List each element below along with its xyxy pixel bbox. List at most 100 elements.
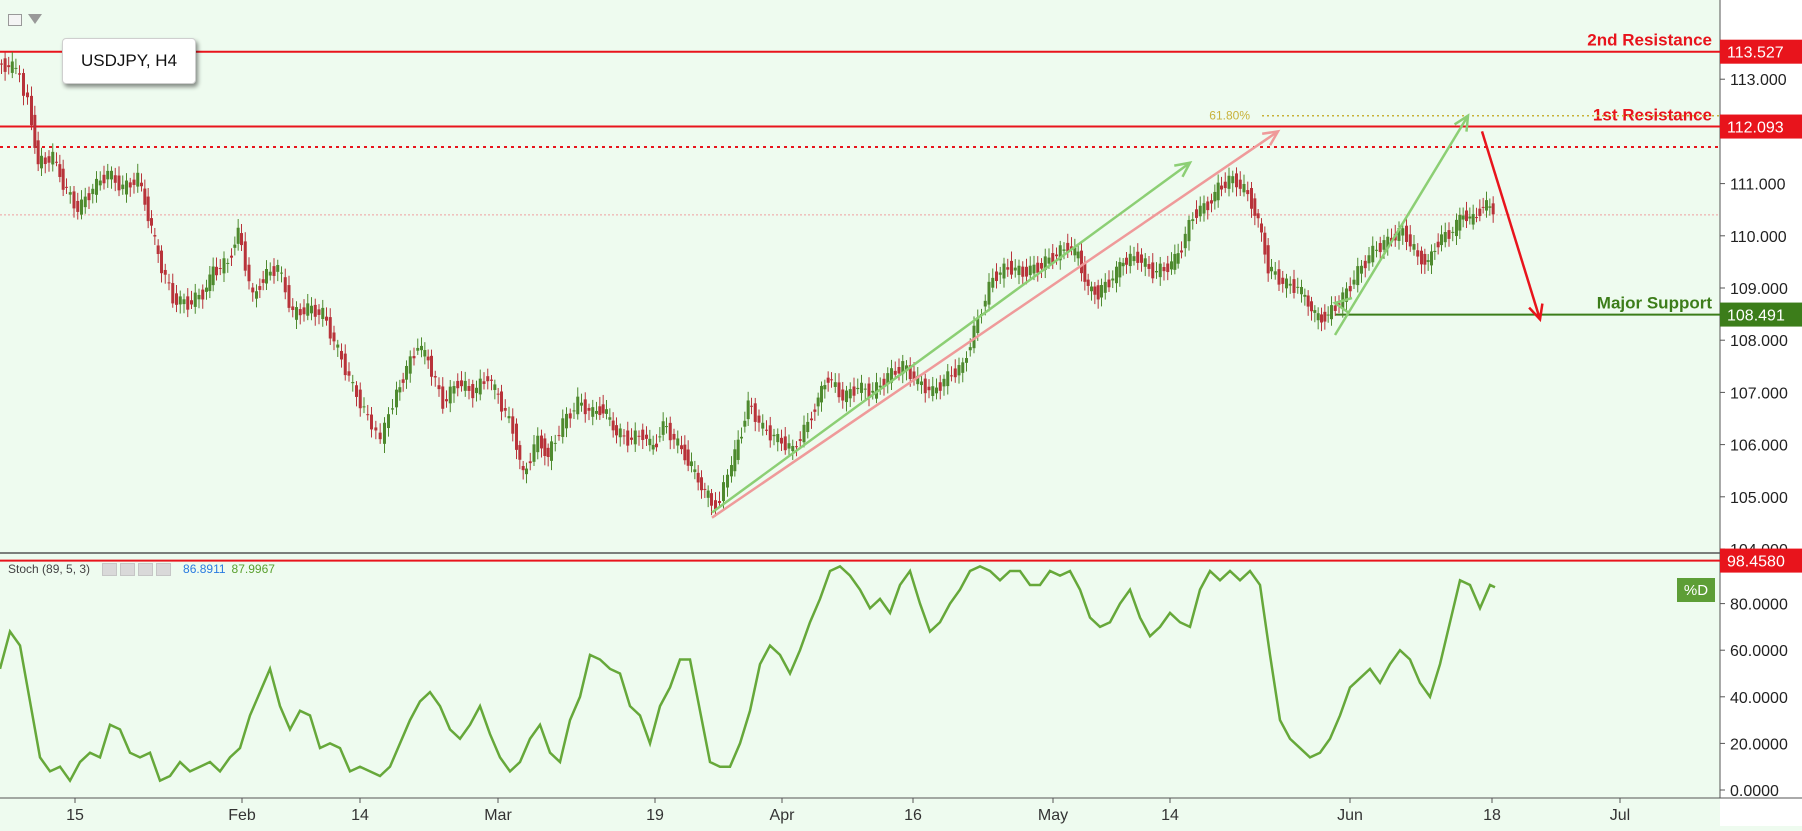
candle-body <box>1263 232 1267 255</box>
candle-body <box>61 168 65 190</box>
candle-body <box>783 436 787 451</box>
candle-body <box>1440 234 1443 246</box>
candle-body <box>1107 279 1111 288</box>
candle-body <box>841 389 845 401</box>
candle-body <box>171 283 175 304</box>
candle-body <box>1423 253 1427 265</box>
candle-body <box>197 294 201 300</box>
candle-body <box>236 227 240 244</box>
stoch-d-label: %D <box>1677 578 1715 602</box>
candle-body <box>1375 249 1378 251</box>
candle-body <box>1345 288 1348 302</box>
candle-body <box>471 384 475 399</box>
candle-body <box>1367 255 1371 264</box>
candle-body <box>1002 263 1006 279</box>
candle-body <box>776 434 780 443</box>
candle-body <box>507 416 511 419</box>
y-tick-label: 106.000 <box>1730 438 1788 455</box>
candle-body <box>871 390 875 393</box>
candle-body <box>1408 234 1412 247</box>
x-tick-label: Jul <box>1610 807 1630 824</box>
candle-body <box>795 446 798 448</box>
main-pane-bg <box>0 0 1720 552</box>
pane-menu-icon[interactable] <box>28 14 42 24</box>
candle-body <box>1162 267 1166 272</box>
candle-body <box>696 472 700 483</box>
candle-body <box>456 380 460 389</box>
candle-body <box>87 193 91 201</box>
stoch-top-value: 98.4580 <box>1727 554 1785 571</box>
candle-body <box>336 344 340 348</box>
candle-body <box>595 410 598 414</box>
candle-body <box>830 379 833 381</box>
candle-body <box>1306 295 1310 307</box>
x-tick-label: 18 <box>1483 807 1501 824</box>
candle-body <box>355 385 358 397</box>
candle-body <box>500 391 503 412</box>
candle-body <box>882 378 886 387</box>
stoch-y-tick-label: 40.0000 <box>1730 690 1788 707</box>
add-icon <box>138 562 154 576</box>
level-price-value: 108.491 <box>1727 308 1785 325</box>
candle-body <box>1447 230 1451 239</box>
stoch-y-tick-label: 0.0000 <box>1730 783 1779 800</box>
candle-body <box>1051 253 1055 263</box>
candle-body <box>47 156 51 163</box>
y-tick-label: 111.000 <box>1730 177 1786 194</box>
candle-body <box>347 371 351 376</box>
candle-body <box>935 387 938 394</box>
level-price-value: 112.093 <box>1727 120 1784 137</box>
candle-body <box>83 196 87 208</box>
candle-body <box>420 345 423 351</box>
candle-body <box>1216 182 1220 201</box>
candle-body <box>1096 285 1100 300</box>
candle-body <box>598 406 602 416</box>
level-price-tag <box>1720 114 1802 139</box>
candle-body <box>1006 267 1010 270</box>
candle-body <box>1491 203 1495 215</box>
x-tick-label: Jun <box>1337 807 1363 824</box>
candle-body <box>1478 208 1482 216</box>
candle-body <box>998 272 1002 275</box>
candle-body <box>167 282 171 284</box>
candle-body <box>661 421 665 435</box>
candle-body <box>366 414 370 416</box>
candle-body <box>983 300 987 307</box>
candle-body <box>1118 262 1122 278</box>
candle-body <box>550 441 553 461</box>
candle-body <box>1220 185 1223 190</box>
candle-body <box>317 309 321 315</box>
candle-body <box>810 418 813 421</box>
candle-body <box>920 381 923 386</box>
candle-body <box>1292 279 1296 293</box>
candle-body <box>332 332 336 342</box>
candle-body <box>565 413 568 429</box>
candle-body <box>611 420 615 431</box>
candle-body <box>1055 254 1058 257</box>
candle-body <box>378 432 382 440</box>
candle-body <box>893 370 897 375</box>
candle-body <box>757 415 761 423</box>
candle-body <box>370 414 373 430</box>
candle-body <box>700 477 703 491</box>
candle-body <box>1173 253 1177 270</box>
candle-body <box>58 164 62 177</box>
candle-body <box>215 266 218 276</box>
pane-collapse-icon[interactable] <box>8 14 22 26</box>
candle-body <box>848 389 852 399</box>
candle-body <box>1121 262 1125 267</box>
candle-body <box>710 493 713 506</box>
candle-body <box>528 461 532 464</box>
candle-body <box>1273 271 1277 275</box>
candle-body <box>655 443 658 448</box>
candle-body <box>1223 181 1227 189</box>
stoch-title: Stoch (89, 5, 3) <box>8 562 91 576</box>
indicator-buttons[interactable] <box>102 562 172 576</box>
candle-body <box>813 409 817 412</box>
candle-body <box>816 397 820 407</box>
candle-body <box>637 435 641 437</box>
candle-body <box>1458 214 1462 231</box>
candle-body <box>568 413 572 419</box>
candle-body <box>905 365 908 372</box>
